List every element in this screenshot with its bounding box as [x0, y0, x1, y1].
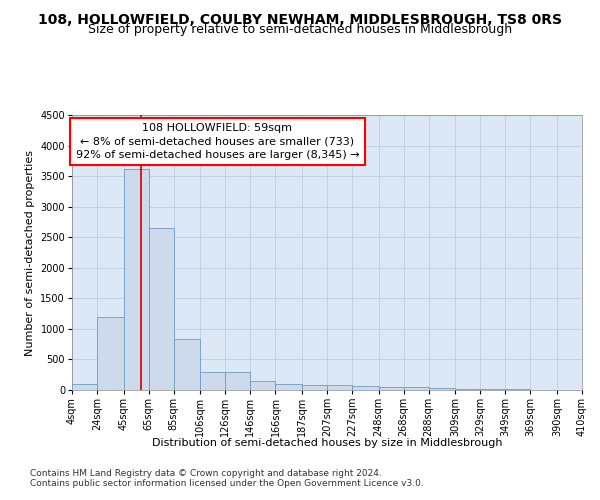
Bar — [72, 384, 97, 390]
Bar — [225, 372, 250, 390]
Text: 108 HOLLOWFIELD: 59sqm
← 8% of semi-detached houses are smaller (733)
92% of sem: 108 HOLLOWFIELD: 59sqm ← 8% of semi-deta… — [76, 123, 359, 160]
Bar — [302, 385, 327, 390]
Text: Contains public sector information licensed under the Open Government Licence v3: Contains public sector information licen… — [30, 478, 424, 488]
Bar — [404, 387, 429, 390]
Bar — [174, 338, 200, 390]
Bar — [124, 169, 149, 390]
Bar — [275, 384, 302, 390]
Bar — [480, 389, 505, 390]
Bar — [429, 388, 455, 390]
Bar — [200, 372, 225, 390]
Y-axis label: Number of semi-detached properties: Number of semi-detached properties — [25, 150, 35, 356]
Bar — [455, 389, 480, 390]
Text: Distribution of semi-detached houses by size in Middlesbrough: Distribution of semi-detached houses by … — [152, 438, 502, 448]
Bar — [149, 228, 174, 390]
Bar — [379, 386, 404, 390]
Bar — [250, 381, 275, 390]
Bar — [352, 386, 379, 390]
Bar — [327, 386, 352, 390]
Text: Contains HM Land Registry data © Crown copyright and database right 2024.: Contains HM Land Registry data © Crown c… — [30, 468, 382, 477]
Text: Size of property relative to semi-detached houses in Middlesbrough: Size of property relative to semi-detach… — [88, 22, 512, 36]
Bar — [97, 316, 124, 390]
Text: 108, HOLLOWFIELD, COULBY NEWHAM, MIDDLESBROUGH, TS8 0RS: 108, HOLLOWFIELD, COULBY NEWHAM, MIDDLES… — [38, 12, 562, 26]
